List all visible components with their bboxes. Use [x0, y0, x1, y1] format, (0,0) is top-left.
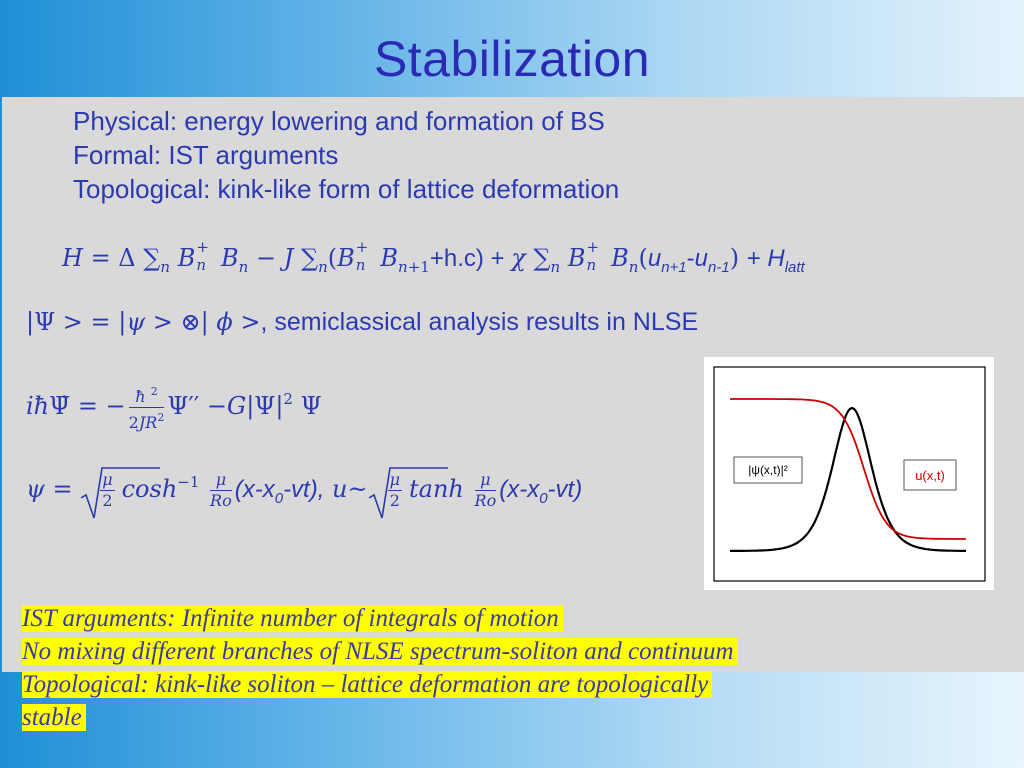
bullet-physical: Physical: energy lowering and formation …	[73, 106, 605, 136]
note-line: stable	[22, 701, 892, 734]
soliton-solution: ψ = μ 2 cosh−1 μ Ro (x-x0-vt), u~ μ 2 tanh μ Ro(…	[26, 467, 582, 519]
note-text: IST arguments: Infinite number of integr…	[22, 605, 563, 632]
state-description: , semiclassical analysis results in NLSE	[260, 308, 699, 336]
legend-psi-label: |ψ(x,t)|²	[748, 463, 787, 477]
note-line: IST arguments: Infinite number of integr…	[22, 602, 892, 635]
note-text: No mixing different branches of NLSE spe…	[22, 638, 738, 665]
note-line: No mixing different branches of NLSE spe…	[22, 635, 892, 668]
hc-text: h.c)	[443, 245, 484, 272]
series-u-line	[730, 398, 966, 540]
soliton-chart: |ψ(x,t)|² u(x,t)	[704, 357, 994, 590]
slide-title: Stabilization	[373, 31, 651, 87]
hamiltonian-equation: H = Δ ∑n B + n Bn − J ∑n(B + n Bn+1+h.c) + χ…	[62, 238, 805, 276]
bullet-list: Physical: energy lowering and formation …	[73, 104, 619, 206]
nlse-equation: iħΨ̇ = − ħ 2 2JR2 Ψ′′ −G|Ψ|2 Ψ	[26, 382, 322, 433]
legend-u-label: u(x,t)	[915, 468, 945, 483]
legend-psi-box	[733, 456, 803, 484]
state-equation: |Ψ > = |ψ > ⊗| ϕ >, semiclassical analys…	[26, 308, 699, 336]
note-text: Topological: kink-like soliton – lattice…	[22, 671, 713, 698]
chart-svg: |ψ(x,t)|² u(x,t)	[713, 366, 986, 582]
notes-block: IST arguments: Infinite number of integr…	[22, 602, 892, 734]
note-text: stable	[22, 704, 86, 731]
bullet-formal: Formal: IST arguments	[73, 140, 339, 170]
legend-u-box	[903, 459, 957, 491]
note-line: Topological: kink-like soliton – lattice…	[22, 668, 892, 701]
bullet-topological: Topological: kink-like form of lattice d…	[73, 174, 620, 204]
series-psi-line	[729, 406, 966, 553]
